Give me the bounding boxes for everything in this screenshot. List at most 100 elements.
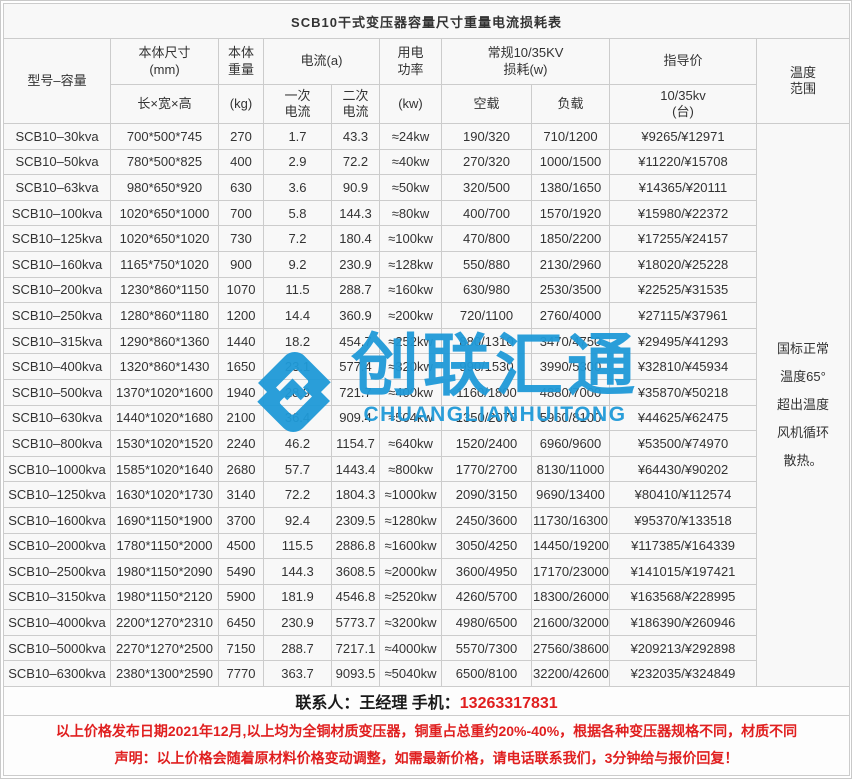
cell-noload-loss: 190/320 xyxy=(441,123,532,150)
cell-model: SCB10–500kva xyxy=(3,378,111,406)
cell-model: SCB10–3150kva xyxy=(3,583,111,611)
cell-secondary-current: 90.9 xyxy=(331,174,380,201)
cell-secondary-current: 577.4 xyxy=(331,353,380,380)
cell-load-loss: 3470/4750 xyxy=(531,327,610,355)
cell-dimensions: 1370*1020*1600 xyxy=(110,378,219,406)
cell-power: ≈50kw xyxy=(379,174,442,201)
cell-power: ≈100kw xyxy=(379,225,442,252)
col-header-dimensions: 本体尺寸 (mm) xyxy=(110,38,219,85)
table-row: SCB10–400kva 1320*860*1430 1650 23.1 577.4 ≈3… xyxy=(3,353,850,380)
cell-price: ¥29495/¥41293 xyxy=(609,327,757,355)
cell-weight: 5900 xyxy=(218,583,264,611)
cell-noload-loss: 470/800 xyxy=(441,225,532,252)
cell-model: SCB10–63kva xyxy=(3,174,111,201)
contact-label: 联系人：王经理 手机： xyxy=(295,695,460,713)
cell-noload-loss: 1350/2070 xyxy=(441,404,532,432)
price-notes: 以上价格发布日期2021年12月,以上均为全铜材质变压器，铜重占总重约20%-4… xyxy=(2,715,851,776)
cell-price: ¥27115/¥37961 xyxy=(609,302,757,329)
cell-noload-loss: 1770/2700 xyxy=(441,455,532,483)
col-header-loss: 常规10/35KV 损耗(w) xyxy=(441,38,610,85)
cell-dimensions: 1290*860*1360 xyxy=(110,327,219,355)
cell-model: SCB10–5000kva xyxy=(3,634,111,662)
cell-primary-current: 9.2 xyxy=(263,250,332,278)
cell-primary-current: 288.7 xyxy=(263,634,332,662)
cell-load-loss: 6960/9600 xyxy=(531,430,610,457)
cell-primary-current: 72.2 xyxy=(263,481,332,508)
cell-price: ¥95370/¥133518 xyxy=(609,506,757,534)
cell-secondary-current: 72.2 xyxy=(331,148,380,176)
cell-load-loss: 1380/1650 xyxy=(531,174,610,201)
cell-dimensions: 1630*1020*1730 xyxy=(110,481,219,508)
table-row: SCB10–630kva 1440*1020*1680 2100 36.4 909.4 ≈… xyxy=(3,404,850,432)
cell-dimensions: 1320*860*1430 xyxy=(110,353,219,380)
cell-noload-loss: 3050/4250 xyxy=(441,532,532,560)
cell-primary-current: 36.4 xyxy=(263,404,332,432)
table-row: SCB10–6300kva 2380*1300*2590 7770 363.7 9093… xyxy=(3,660,850,688)
cell-power: ≈24kw xyxy=(379,123,442,150)
cell-primary-current: 57.7 xyxy=(263,455,332,483)
cell-power: ≈3200kw xyxy=(379,609,442,636)
cell-model: SCB10–2500kva xyxy=(3,558,111,585)
table-row: SCB10–5000kva 2270*1270*2500 7150 288.7 7217… xyxy=(3,634,850,662)
table-row: SCB10–800kva 1530*1020*1520 2240 46.2 1154.7… xyxy=(3,430,850,457)
cell-price: ¥163568/¥228995 xyxy=(609,583,757,611)
cell-model: SCB10–160kva xyxy=(3,250,111,278)
cell-load-loss: 2130/2960 xyxy=(531,250,610,278)
table-row: SCB10–200kva 1230*860*1150 1070 11.5 288.7 ≈1… xyxy=(3,276,850,304)
cell-price: ¥15980/¥22372 xyxy=(609,199,757,227)
col-subheader-load: 负载 xyxy=(531,84,610,124)
cell-weight: 700 xyxy=(218,199,264,227)
cell-dimensions: 1280*860*1180 xyxy=(110,302,219,329)
cell-secondary-current: 1154.7 xyxy=(331,430,380,457)
col-subheader-primary-current: 一次 电流 xyxy=(263,84,332,124)
cell-model: SCB10–50kva xyxy=(3,148,111,176)
cell-power: ≈2520kw xyxy=(379,583,442,611)
cell-load-loss: 3990/5300 xyxy=(531,353,610,380)
cell-power: ≈1280kw xyxy=(379,506,442,534)
cell-primary-current: 115.5 xyxy=(263,532,332,560)
cell-model: SCB10–200kva xyxy=(3,276,111,304)
table-row: SCB10–315kva 1290*860*1360 1440 18.2 454.7 ≈2… xyxy=(3,327,850,355)
table-row: SCB10–3150kva 1980*1150*2120 5900 181.9 4546… xyxy=(3,583,850,611)
cell-secondary-current: 180.4 xyxy=(331,225,380,252)
cell-weight: 3700 xyxy=(218,506,264,534)
cell-secondary-current: 2309.5 xyxy=(331,506,380,534)
cell-secondary-current: 144.3 xyxy=(331,199,380,227)
col-header-current: 电流(a) xyxy=(263,38,380,85)
cell-primary-current: 181.9 xyxy=(263,583,332,611)
cell-noload-loss: 1520/2400 xyxy=(441,430,532,457)
cell-load-loss: 9690/13400 xyxy=(531,481,610,508)
cell-price: ¥18020/¥25228 xyxy=(609,250,757,278)
col-subheader-kw: (kw) xyxy=(379,84,442,124)
cell-weight: 3140 xyxy=(218,481,264,508)
cell-weight: 270 xyxy=(218,123,264,150)
cell-price: ¥44625/¥62475 xyxy=(609,404,757,432)
cell-noload-loss: 2450/3600 xyxy=(441,506,532,534)
cell-noload-loss: 4980/6500 xyxy=(441,609,532,636)
cell-noload-loss: 880/1310 xyxy=(441,327,532,355)
table-row: SCB10–30kva 700*500*745 270 1.7 43.3 ≈24kw 190… xyxy=(3,122,851,688)
cell-price: ¥64430/¥90202 xyxy=(609,455,757,483)
cell-load-loss: 27560/38600 xyxy=(531,634,610,662)
col-subheader-kg: (kg) xyxy=(218,84,264,124)
cell-primary-current: 230.9 xyxy=(263,609,332,636)
cell-model: SCB10–30kva xyxy=(3,123,111,150)
cell-weight: 7770 xyxy=(218,660,264,688)
cell-secondary-current: 288.7 xyxy=(331,276,380,304)
cell-load-loss: 21600/32000 xyxy=(531,609,610,636)
cell-load-loss: 14450/19200 xyxy=(531,532,610,560)
cell-power: ≈1600kw xyxy=(379,532,442,560)
cell-weight: 5490 xyxy=(218,558,264,585)
price-note-line1: 以上价格发布日期2021年12月,以上均为全铜材质变压器，铜重占总重约20%-4… xyxy=(55,723,798,740)
cell-dimensions: 1980*1150*2090 xyxy=(110,558,219,585)
cell-price: ¥17255/¥24157 xyxy=(609,225,757,252)
cell-primary-current: 28.9 xyxy=(263,378,332,406)
temperature-range-note: 国标正常 温度65° 超出温度 风机循环 散热。 xyxy=(755,122,851,688)
cell-primary-current: 92.4 xyxy=(263,506,332,534)
cell-secondary-current: 7217.1 xyxy=(331,634,380,662)
cell-weight: 1650 xyxy=(218,353,264,380)
cell-dimensions: 1020*650*1000 xyxy=(110,199,219,227)
cell-weight: 730 xyxy=(218,225,264,252)
table-row: SCB10–250kva 1280*860*1180 1200 14.4 360.9 ≈2… xyxy=(3,302,850,329)
col-header-power: 用电 功率 xyxy=(379,38,442,85)
